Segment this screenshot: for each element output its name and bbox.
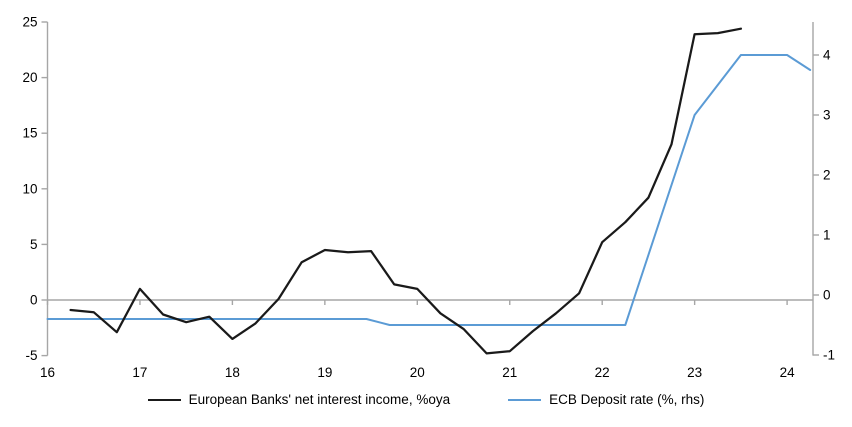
svg-text:15: 15 — [22, 126, 37, 141]
svg-text:0: 0 — [30, 293, 38, 308]
svg-text:-5: -5 — [25, 348, 37, 363]
legend-label-ecb-deposit-rate: ECB Deposit rate (%, rhs) — [549, 392, 705, 407]
svg-text:20: 20 — [410, 365, 425, 380]
legend-item-ecb-deposit-rate: ECB Deposit rate (%, rhs) — [508, 392, 704, 407]
svg-text:0: 0 — [823, 288, 831, 303]
svg-text:2: 2 — [823, 168, 831, 183]
legend-label-net-interest-income: European Banks' net interest income, %oy… — [188, 392, 451, 407]
svg-text:25: 25 — [22, 15, 37, 30]
svg-text:3: 3 — [823, 108, 831, 123]
svg-text:1: 1 — [823, 228, 831, 243]
blue-line-swatch-icon — [508, 398, 542, 401]
svg-text:-1: -1 — [823, 348, 835, 363]
svg-text:18: 18 — [225, 365, 240, 380]
svg-text:5: 5 — [30, 237, 38, 252]
svg-text:24: 24 — [780, 365, 796, 380]
black-line-swatch-icon — [147, 398, 181, 401]
svg-text:21: 21 — [502, 365, 517, 380]
svg-text:16: 16 — [40, 365, 55, 380]
svg-text:17: 17 — [132, 365, 147, 380]
svg-text:20: 20 — [22, 70, 37, 85]
svg-text:23: 23 — [687, 365, 702, 380]
svg-text:19: 19 — [317, 365, 332, 380]
svg-text:22: 22 — [595, 365, 610, 380]
svg-text:4: 4 — [823, 48, 831, 63]
chart-legend: European Banks' net interest income, %oy… — [0, 392, 852, 407]
legend-item-net-interest-income: European Banks' net interest income, %oy… — [147, 392, 451, 407]
svg-text:10: 10 — [22, 181, 37, 196]
